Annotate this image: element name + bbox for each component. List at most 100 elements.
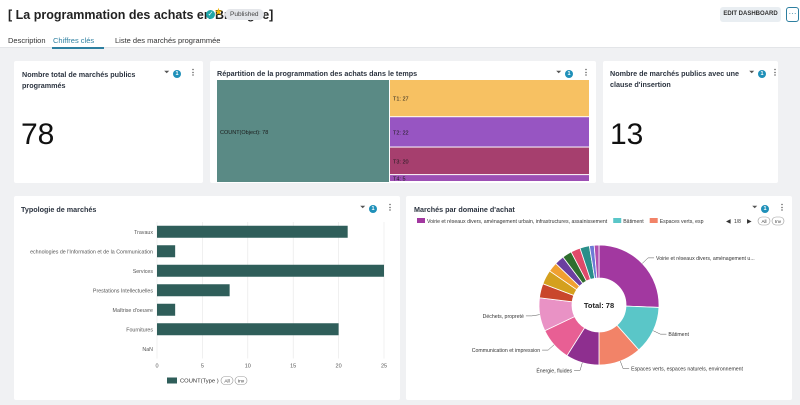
bar[interactable] [157, 303, 176, 316]
card-title: Nombre de marchés publics avec une claus… [610, 69, 740, 89]
legend-button[interactable] [771, 216, 785, 226]
pie-slice-label: Espaces verts, espaces naturels, environ… [631, 367, 743, 373]
status-badge: Published [225, 9, 264, 20]
favorite-star-icon[interactable]: ★ [214, 7, 223, 18]
pie-label-line [653, 330, 667, 335]
filter-icon[interactable]: ⏷ [164, 69, 170, 76]
kebab-menu-icon[interactable]: ⋮ [386, 203, 394, 212]
legend-prev-icon[interactable]: ◀ [726, 219, 731, 225]
filter-icon[interactable]: ⏷ [360, 204, 366, 211]
treemap-label-total: COUNT(Object): 78 [220, 130, 268, 136]
pie-slice-label: Énergie, fluides [536, 367, 572, 374]
pie-slice[interactable] [598, 244, 660, 308]
card-total-marches: Nombre total de marchés publics programm… [14, 61, 203, 183]
pie-chart: Voirie et réseaux divers, aménagement ur… [417, 216, 785, 374]
bar[interactable] [157, 323, 339, 336]
legend-button[interactable] [220, 376, 234, 385]
top-bar: [ La programmation des achats en Bretagn… [0, 0, 800, 30]
legend-button[interactable] [757, 216, 771, 226]
pie-slice-label: Déchets, propreté [483, 314, 524, 320]
treemap-node-t2 [390, 117, 589, 147]
x-tick-label: 0 [155, 364, 158, 370]
filter-count-badge[interactable]: 1 [369, 205, 377, 213]
x-tick-label: 25 [381, 364, 387, 370]
legend-button[interactable] [234, 376, 248, 385]
card-typologie: Typologie de marchés ⏷ 1 ⋮ 0 5 10 15 20 25 Tra… [14, 196, 400, 400]
treemap-node-t3 [390, 147, 589, 175]
filter-count-badge[interactable]: 1 [565, 70, 573, 78]
active-tab-indicator [52, 47, 104, 49]
pie-label-line [542, 344, 555, 351]
pie-label-line [574, 362, 583, 371]
treemap-chart: COUNT(Object): 78 T1: 27 T2: 22 T3: 20 T4: 5 [217, 80, 589, 182]
bar[interactable] [157, 225, 348, 238]
y-category-label: Services [133, 269, 154, 275]
treemap-label-t1: T1: 27 [393, 97, 409, 103]
y-category-label: echnologies de l'Information et de la Co… [30, 249, 153, 255]
pie-label-line [642, 257, 655, 264]
filter-icon[interactable]: ⏷ [556, 69, 562, 76]
x-tick-label: 10 [245, 364, 251, 370]
filter-count-badge[interactable]: 1 [761, 205, 769, 213]
treemap-label-t2: T2: 22 [393, 130, 409, 136]
edit-dashboard-button[interactable]: EDIT DASHBOARD [720, 7, 781, 22]
bar-chart: 0 5 10 15 20 25 Travaux echnologies de l'Inform… [30, 222, 387, 385]
pie-label-line [620, 361, 630, 369]
pie-slice-label: Communication et impression [472, 348, 540, 354]
treemap-node-total [217, 80, 389, 182]
bar[interactable] [157, 245, 176, 258]
y-category-label: Fournitures [126, 327, 153, 333]
kebab-menu-icon[interactable]: ⋮ [771, 68, 779, 77]
kebab-menu-icon[interactable]: ⋮ [778, 203, 786, 212]
legend-swatch [649, 218, 658, 223]
card-title: Répartition de la programmation des acha… [217, 69, 418, 78]
treemap-node-t4 [390, 175, 589, 181]
legend-button-label: All [224, 379, 229, 385]
treemap-label-t3: T3: 20 [393, 159, 409, 165]
y-category-label: Travaux [134, 230, 153, 236]
big-number-value: 13 [610, 118, 644, 151]
card-title: Nombre total de marchés publics programm… [22, 70, 136, 90]
tab-description[interactable]: Description [8, 36, 46, 45]
certified-icon: ✓ [206, 10, 215, 19]
pie-center-total: Total: 78 [584, 301, 614, 310]
card-clause-insertion: Nombre de marchés publics avec une claus… [603, 61, 779, 183]
x-tick-label: 5 [201, 364, 204, 370]
legend-page-label: 1/8 [734, 219, 741, 225]
legend-item-label[interactable]: Voirie et réseaux divers, aménagement ur… [427, 219, 608, 225]
card-treemap: Répartition de la programmation des acha… [210, 61, 596, 183]
treemap-label-t4: T4: 5 [393, 177, 406, 182]
legend-button-label: All [761, 219, 766, 224]
kebab-menu-icon[interactable]: ⋮ [189, 68, 197, 77]
legend-swatch [167, 377, 177, 384]
filter-count-badge[interactable]: 1 [758, 70, 766, 78]
bar[interactable] [157, 284, 230, 297]
y-category-label: Maîtrise d'oeuvre [113, 308, 154, 314]
kebab-menu-icon[interactable]: ⋮ [582, 68, 590, 77]
card-domaine: Marchés par domaine d'achat ⏷ 1 ⋮ Voirie… [406, 196, 792, 400]
legend-next-icon[interactable]: ▶ [747, 219, 752, 225]
x-tick-label: 15 [290, 364, 296, 370]
legend-item-label[interactable]: Espaces verts, esp [660, 219, 704, 225]
legend-button-label: Inv [238, 379, 245, 385]
filter-icon[interactable]: ⏷ [749, 69, 755, 76]
bar[interactable] [157, 264, 384, 277]
pie-slice-label: Bâtiment [668, 332, 689, 338]
y-category-label: NaN [142, 347, 153, 353]
card-title: Typologie de marchés [21, 205, 97, 214]
more-options-button[interactable]: ··· [786, 7, 799, 22]
tab-chiffres-cles[interactable]: Chiffres clés [53, 36, 95, 45]
pie-label-line [525, 314, 540, 317]
tab-liste-marches[interactable]: Liste des marchés programmée [115, 36, 221, 45]
legend-label[interactable]: COUNT(Type ) [180, 379, 219, 385]
filter-count-badge[interactable]: 1 [173, 70, 181, 78]
y-category-label: Prestations Intellectuelles [93, 288, 153, 294]
pie-slice-label: Voirie et réseaux divers, aménagement u.… [656, 256, 755, 262]
filter-icon[interactable]: ⏷ [752, 204, 758, 211]
treemap-node-t1 [390, 80, 589, 117]
legend-swatch [417, 218, 425, 223]
legend-button-label: Inv [775, 219, 782, 224]
pie-slice[interactable] [593, 244, 600, 279]
card-title: Marchés par domaine d'achat [414, 205, 515, 214]
legend-item-label[interactable]: Bâtiment [623, 219, 644, 225]
